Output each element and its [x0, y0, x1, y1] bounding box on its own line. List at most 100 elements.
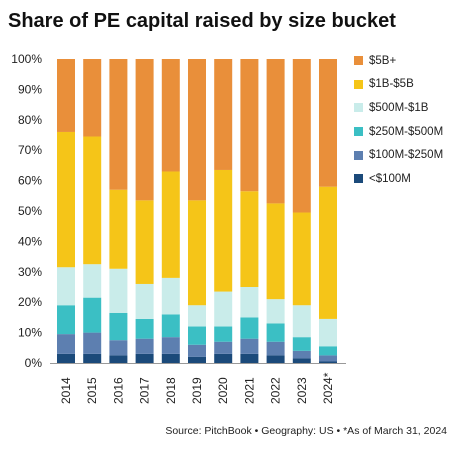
y-tick-label: 30% [18, 265, 42, 279]
bar-segment [240, 59, 259, 192]
bar-segment [57, 267, 75, 306]
legend-swatch [354, 103, 363, 113]
x-tick-label: 2024* [321, 372, 335, 404]
bar-segment [266, 323, 285, 342]
bar-segment [240, 317, 259, 339]
bar-segment [240, 338, 259, 354]
legend-label: $500M-$1B [369, 101, 429, 114]
y-tick-label: 90% [18, 82, 42, 96]
bar-segment [109, 189, 128, 269]
bar-segment [292, 59, 311, 213]
legend-item: <$100M [354, 167, 443, 191]
bar-segment [161, 171, 180, 278]
bar-segment [188, 326, 206, 345]
bar-segment [319, 318, 337, 347]
bar-segment [83, 59, 102, 137]
legend-item: $250M-$500M [354, 120, 443, 144]
bar-segment [188, 200, 206, 306]
bar-segment [57, 305, 75, 335]
bar-segment [83, 332, 102, 354]
x-tick-label: 2023 [295, 377, 309, 404]
bar-segment [319, 355, 337, 362]
chart-title: Share of PE capital raised by size bucke… [8, 10, 396, 32]
bar-segment [135, 353, 154, 363]
legend-label: <$100M [369, 172, 411, 185]
bar-segment [214, 353, 233, 363]
y-tick-label: 100% [11, 52, 42, 66]
source-note: Source: PitchBook • Geography: US • *As … [165, 425, 447, 437]
x-tick-label: 2016 [111, 377, 125, 404]
y-tick-label: 70% [18, 143, 42, 157]
bar-segment [188, 59, 206, 201]
bar-segment [135, 59, 154, 201]
bar-segment [266, 203, 285, 300]
bar-segment [214, 291, 233, 327]
x-tick-label: 2021 [242, 377, 256, 404]
bar-segment [57, 334, 75, 354]
x-tick-label: 2017 [138, 377, 152, 404]
bar-segment [161, 59, 180, 172]
bar-segment [135, 283, 154, 319]
bar-segment [57, 131, 75, 268]
bar-segment [109, 312, 128, 341]
bar-segment [161, 277, 180, 315]
bar-segment [292, 337, 311, 351]
bar-segment [161, 337, 180, 354]
bar-segment [188, 356, 206, 363]
y-tick-label: 10% [18, 326, 42, 340]
bar-segment [161, 353, 180, 363]
legend-item: $1B-$5B [354, 73, 443, 97]
bar-segment [188, 344, 206, 357]
legend-swatch [354, 150, 363, 160]
bar-segment [240, 287, 259, 318]
bar-segment [292, 358, 311, 363]
bar-segment [266, 341, 285, 356]
legend-label: $250M-$500M [369, 125, 444, 138]
bar-segment [135, 200, 154, 284]
legend-item: $500M-$1B [354, 96, 443, 120]
bar-segment [135, 338, 154, 354]
bar-segment [57, 59, 75, 132]
bar-segment [292, 350, 311, 359]
legend-swatch [354, 174, 363, 184]
x-tick-label: 2015 [85, 377, 99, 404]
bar-segment [266, 299, 285, 324]
bar-segment [109, 59, 128, 190]
y-tick-label: 50% [18, 204, 42, 218]
x-tick-label: 2020 [216, 377, 230, 404]
y-tick-label: 0% [25, 356, 43, 370]
bar-segment [109, 268, 128, 313]
y-tick-label: 60% [18, 174, 42, 188]
y-tick-label: 20% [18, 295, 42, 309]
bar-segment [240, 191, 259, 287]
legend-item: $100M-$250M [354, 143, 443, 167]
y-tick-label: 80% [18, 113, 42, 127]
bar-segment [319, 59, 337, 187]
legend-swatch [354, 79, 363, 89]
bar-segment [214, 326, 233, 342]
bar-segment [83, 136, 102, 265]
bar-segment [214, 59, 233, 170]
bar-segment [83, 264, 102, 298]
legend-label: $100M-$250M [369, 149, 444, 162]
legend-item: $5B+ [354, 49, 443, 73]
bar-segment [319, 186, 337, 319]
bar-segment [266, 355, 285, 363]
bar-segment [109, 340, 128, 356]
legend-label: $1B-$5B [369, 78, 414, 91]
x-tick-label: 2018 [164, 377, 178, 404]
x-tick-label: 2014 [59, 377, 73, 404]
legend: $5B+ $1B-$5B $500M-$1B $250M-$500M $100M-$25… [354, 49, 443, 191]
x-tick-label: 2019 [190, 377, 204, 404]
bar-segment [188, 305, 206, 327]
bar-segment [292, 305, 311, 338]
legend-swatch [354, 127, 363, 137]
bar-segment [135, 318, 154, 339]
legend-swatch [354, 56, 363, 66]
y-tick-label: 40% [18, 234, 42, 248]
bar-segment [319, 346, 337, 356]
bar-segment [214, 341, 233, 354]
bar-segment [319, 361, 337, 363]
bar-segment [161, 314, 180, 338]
